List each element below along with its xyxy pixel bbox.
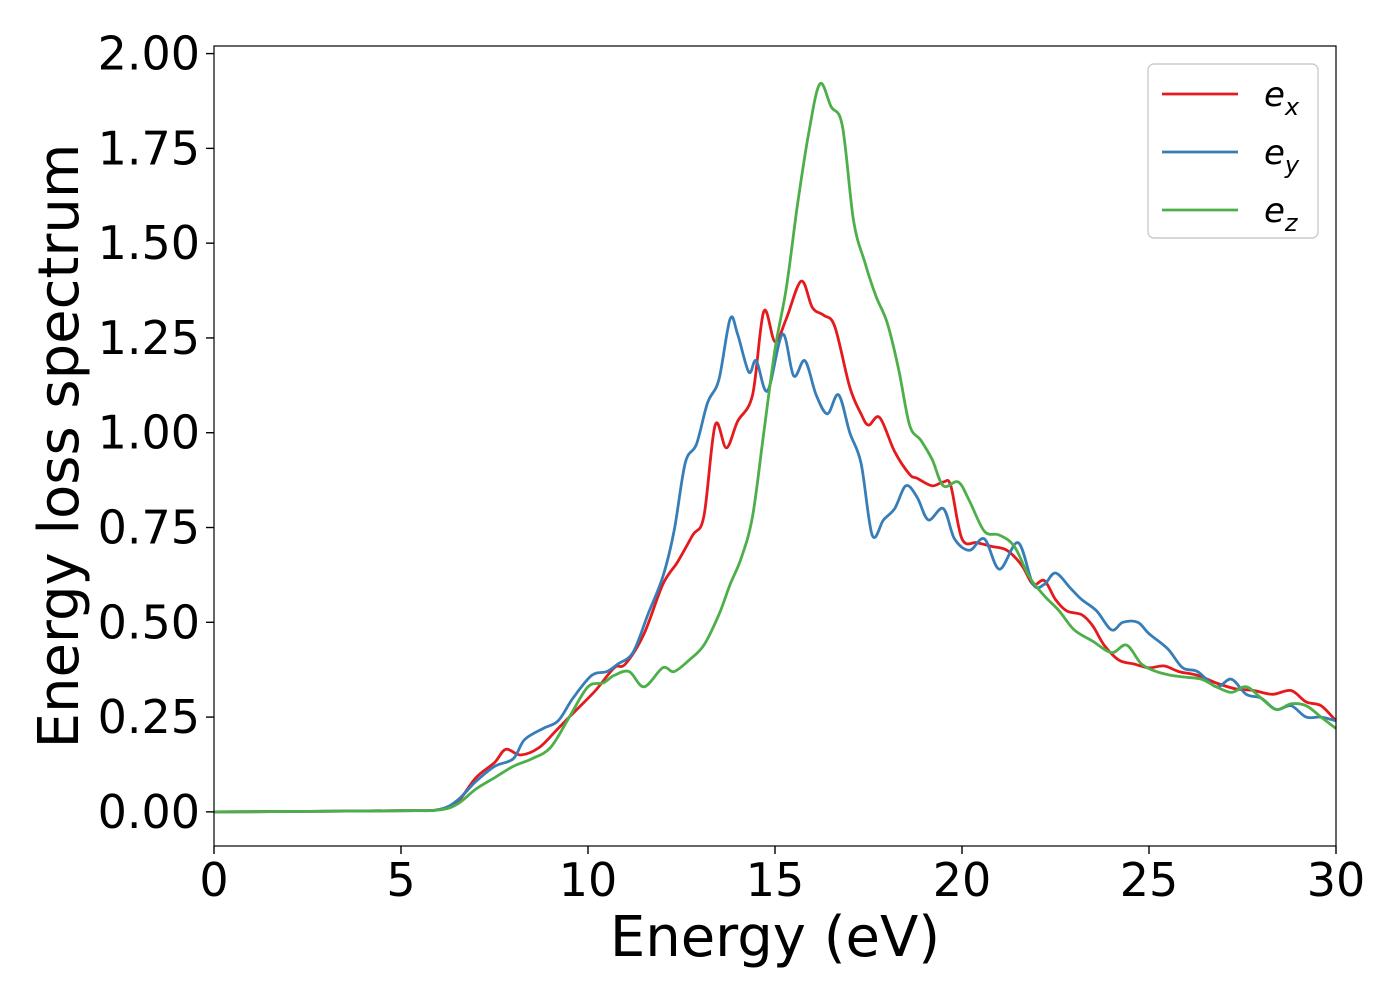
y-tick-label: 0.25	[98, 690, 200, 744]
x-tick-label: 25	[1120, 853, 1179, 907]
legend-label-x: ex	[1264, 75, 1300, 121]
y-tick-label: 1.25	[98, 311, 200, 365]
y-tick-label: 1.00	[98, 406, 200, 460]
series-line-z	[213, 81, 1337, 814]
y-tick-label: 0.50	[98, 595, 200, 649]
x-tick-label: 5	[386, 853, 415, 907]
x-tick-label: 0	[199, 853, 228, 907]
y-tick-label: 1.75	[98, 121, 200, 175]
x-tick-label: 20	[933, 853, 992, 907]
legend: ex ey ez	[1147, 63, 1319, 239]
legend-label-y: ey	[1264, 133, 1300, 179]
y-tick-label: 2.00	[98, 27, 200, 81]
y-tick-label: 0.00	[98, 785, 200, 839]
legend-label-z: ez	[1264, 191, 1299, 237]
x-tick-label: 10	[559, 853, 618, 907]
y-tick-label: 1.50	[98, 216, 200, 270]
y-axis-label: Energy loss spectrum	[27, 144, 92, 749]
series-layer	[213, 81, 1338, 814]
x-axis-ticks: 0 5 10 15 20 25 30	[199, 846, 1365, 907]
x-axis-label: Energy (eV)	[610, 905, 940, 970]
y-axis-ticks: 0.00 0.25 0.50 0.75 1.00 1.25 1.50 1.75 2.00	[98, 27, 214, 839]
x-tick-label: 15	[746, 853, 805, 907]
series-line-y	[213, 315, 1337, 814]
y-tick-label: 0.75	[98, 501, 200, 555]
x-tick-label: 30	[1307, 853, 1366, 907]
